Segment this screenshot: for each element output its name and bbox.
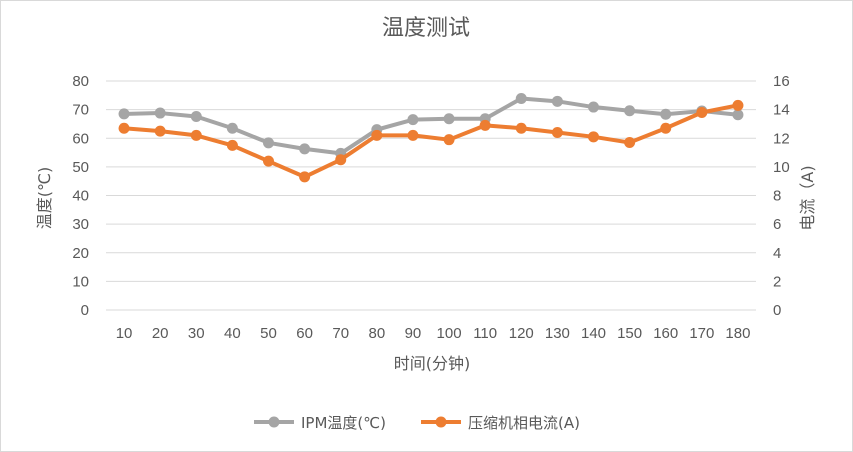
- series-2-point: [443, 134, 455, 146]
- y-tick-label: 80: [72, 73, 89, 90]
- series-1-point: [190, 110, 202, 122]
- series-2-point: [551, 127, 563, 139]
- x-tick-label: 40: [224, 325, 241, 342]
- x-tick-label: 20: [152, 325, 169, 342]
- x-tick-label: 150: [617, 325, 642, 342]
- x-tick-label: 60: [296, 325, 313, 342]
- series-2-point: [263, 155, 274, 167]
- y-tick-label: 30: [72, 216, 89, 233]
- series-2-point: [696, 106, 708, 118]
- series-1-point: [515, 92, 527, 104]
- y2-tick-label: 16: [773, 73, 790, 90]
- x-tick-label: 160: [653, 325, 678, 342]
- series-2-point: [226, 139, 238, 151]
- series-line-2: [122, 103, 740, 179]
- series-layer: [118, 92, 744, 183]
- series-2-point: [515, 122, 527, 134]
- x-tick-label: 180: [725, 325, 750, 342]
- series-2-point: [118, 122, 130, 134]
- series-2-point: [335, 154, 347, 166]
- x-tick-label: 80: [368, 325, 385, 342]
- y2-axis-title: 电流（A): [798, 165, 817, 230]
- x-tick-label: 120: [509, 325, 534, 342]
- chart-title: 温度测试: [382, 16, 470, 41]
- legend-label: 压缩机相电流(A): [468, 414, 580, 432]
- series-2-point: [732, 99, 744, 111]
- y2-tick-label: 0: [773, 302, 781, 319]
- series-2-point: [479, 119, 491, 131]
- x-axis: 10 20 30 40 50 60 70 80 90 100 110 120 130 140 150 160 1…: [116, 325, 751, 342]
- series-1-point: [226, 122, 238, 134]
- legend-swatch-marker: [435, 416, 447, 428]
- y-tick-label: 60: [72, 130, 89, 147]
- series-1-point: [263, 137, 274, 149]
- x-axis-title: 时间(分钟): [394, 354, 471, 373]
- legend-label: IPM温度(℃): [301, 414, 386, 432]
- series-2-point: [371, 129, 383, 141]
- legend: IPM温度(℃) 压缩机相电流(A): [254, 414, 580, 432]
- series-2-point: [624, 137, 636, 149]
- series-2-point: [190, 129, 202, 141]
- series-1-point: [624, 105, 636, 117]
- y2-tick-label: 12: [773, 130, 790, 147]
- y2-tick-label: 10: [773, 159, 790, 176]
- x-tick-label: 30: [188, 325, 205, 342]
- left-y-axis: 0 10 20 30 40 50 60 70 80: [72, 73, 89, 319]
- x-tick-label: 10: [116, 325, 133, 342]
- x-tick-label: 70: [332, 325, 349, 342]
- series-1-point: [732, 109, 744, 121]
- x-tick-label: 90: [405, 325, 422, 342]
- right-y-axis: 0 2 4 6 8 10 12 14 16: [773, 73, 790, 319]
- y2-tick-label: 6: [773, 216, 781, 233]
- legend-swatch-marker: [268, 416, 280, 428]
- x-tick-label: 130: [545, 325, 570, 342]
- series-1-point: [407, 114, 419, 126]
- x-tick-label: 170: [689, 325, 714, 342]
- series-2-point: [154, 125, 166, 137]
- series-1-point: [299, 143, 311, 155]
- series-1-point: [118, 108, 130, 120]
- series-2-point: [299, 171, 311, 183]
- series-2-point: [660, 122, 672, 134]
- x-tick-label: 110: [473, 325, 497, 342]
- y-tick-label: 10: [72, 273, 89, 290]
- y-axis-title: 温度(℃): [35, 167, 54, 229]
- y-tick-label: 40: [72, 188, 89, 205]
- y2-tick-label: 4: [773, 245, 781, 262]
- x-tick-label: 50: [260, 325, 277, 342]
- y2-tick-label: 2: [773, 273, 781, 290]
- x-tick-label: 100: [437, 325, 462, 342]
- series-1-point: [588, 101, 599, 113]
- y2-tick-label: 14: [773, 102, 790, 119]
- y2-tick-label: 8: [773, 188, 781, 205]
- series-1-point: [154, 107, 166, 119]
- y-tick-label: 20: [72, 245, 89, 262]
- y-tick-label: 70: [72, 102, 89, 119]
- series-2-point: [588, 131, 599, 143]
- series-1-point: [443, 113, 455, 125]
- x-tick-label: 140: [581, 325, 606, 342]
- y-tick-label: 0: [81, 302, 89, 319]
- series-1-point: [660, 108, 672, 120]
- series-line-1: [122, 96, 740, 156]
- gridlines: [106, 80, 756, 311]
- series-1-point: [551, 95, 563, 107]
- series-2-point: [407, 129, 419, 141]
- y-tick-label: 50: [72, 159, 89, 176]
